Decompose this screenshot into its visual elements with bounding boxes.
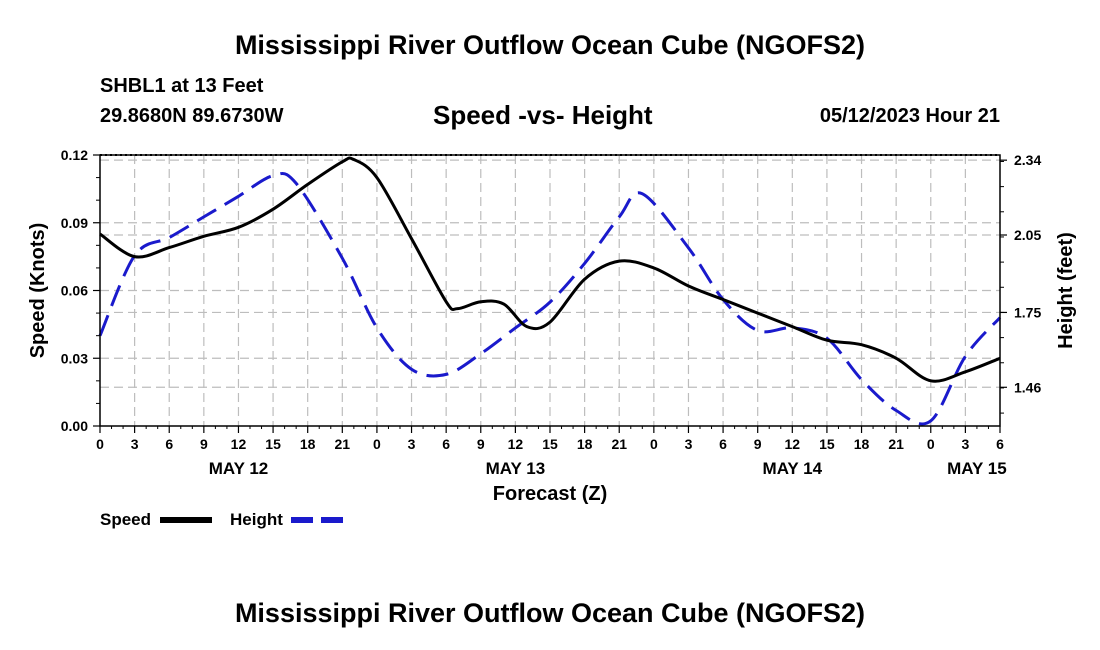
y-left-tick-label: 0.03 [61, 350, 88, 366]
x-tick-label: 6 [442, 436, 450, 452]
x-tick-label: 9 [754, 436, 762, 452]
x-tick-label: 15 [265, 436, 281, 452]
x-tick-label: 3 [685, 436, 693, 452]
x-tick-label: 15 [542, 436, 558, 452]
x-tick-label: 6 [165, 436, 173, 452]
x-tick-label: 6 [996, 436, 1004, 452]
y-axis-right-title: Height (feet) [1055, 232, 1077, 349]
y-right-tick-label: 2.34 [1014, 152, 1041, 168]
day-label: MAY 15 [947, 459, 1007, 478]
x-tick-label: 18 [577, 436, 593, 452]
axis-ticks [93, 154, 1007, 433]
y-right-tick-label: 1.46 [1014, 379, 1041, 395]
x-tick-label: 21 [611, 436, 627, 452]
y-left-tick-label: 0.09 [61, 215, 88, 231]
axis-tick-labels: 0 3 6 9 12 15 18 21 0 3 6 9 12 15 18 21 0 3 6 9 12 15 18 21 0 3 6 M… [61, 147, 1042, 478]
x-tick-label: 9 [477, 436, 485, 452]
x-tick-label: 18 [854, 436, 870, 452]
series-line-speed [99, 156, 1001, 383]
y-right-tick-label: 2.05 [1014, 227, 1041, 243]
y-right-tick-label: 1.75 [1014, 304, 1041, 320]
day-label: MAY 13 [486, 459, 546, 478]
x-tick-label: 12 [231, 436, 247, 452]
x-tick-label: 6 [719, 436, 727, 452]
chart-subtitle: Speed -vs- Height [433, 100, 653, 130]
legend-label-speed: Speed [100, 510, 151, 529]
series-layer [98, 156, 1002, 426]
x-tick-label: 12 [785, 436, 801, 452]
x-tick-label: 15 [819, 436, 835, 452]
x-tick-label: 21 [888, 436, 904, 452]
footer-title: Mississippi River Outflow Ocean Cube (NG… [234, 598, 866, 628]
day-label: MAY 12 [209, 459, 269, 478]
legend: Speed Height [100, 510, 343, 529]
chart-title: Mississippi River Outflow Ocean Cube (NG… [234, 30, 866, 60]
x-tick-label: 9 [200, 436, 208, 452]
legend-label-height: Height [230, 510, 283, 529]
x-axis-title: Forecast (Z) [493, 483, 607, 505]
station-label: SHBL1 at 13 Feet [100, 75, 264, 97]
x-tick-label: 3 [408, 436, 416, 452]
y-left-tick-label: 0.06 [61, 283, 88, 299]
day-label: MAY 14 [763, 459, 823, 478]
x-tick-label: 12 [508, 436, 524, 452]
x-tick-label: 0 [96, 436, 104, 452]
x-tick-label: 3 [131, 436, 139, 452]
series-line-height [98, 172, 1002, 426]
x-tick-label: 18 [300, 436, 316, 452]
x-tick-label: 0 [927, 436, 935, 452]
coordinates-label: 29.8680N 89.6730W [100, 105, 284, 127]
datetime-label: 05/12/2023 Hour 21 [819, 105, 1000, 127]
y-left-tick-label: 0.12 [61, 147, 88, 163]
grid-lines [100, 155, 1000, 426]
x-tick-label: 0 [650, 436, 658, 452]
x-tick-label: 3 [961, 436, 969, 452]
x-tick-label: 0 [373, 436, 381, 452]
x-tick-label: 21 [335, 436, 351, 452]
y-axis-left-title: Speed (Knots) [27, 223, 49, 359]
y-left-tick-label: 0.00 [61, 418, 88, 434]
